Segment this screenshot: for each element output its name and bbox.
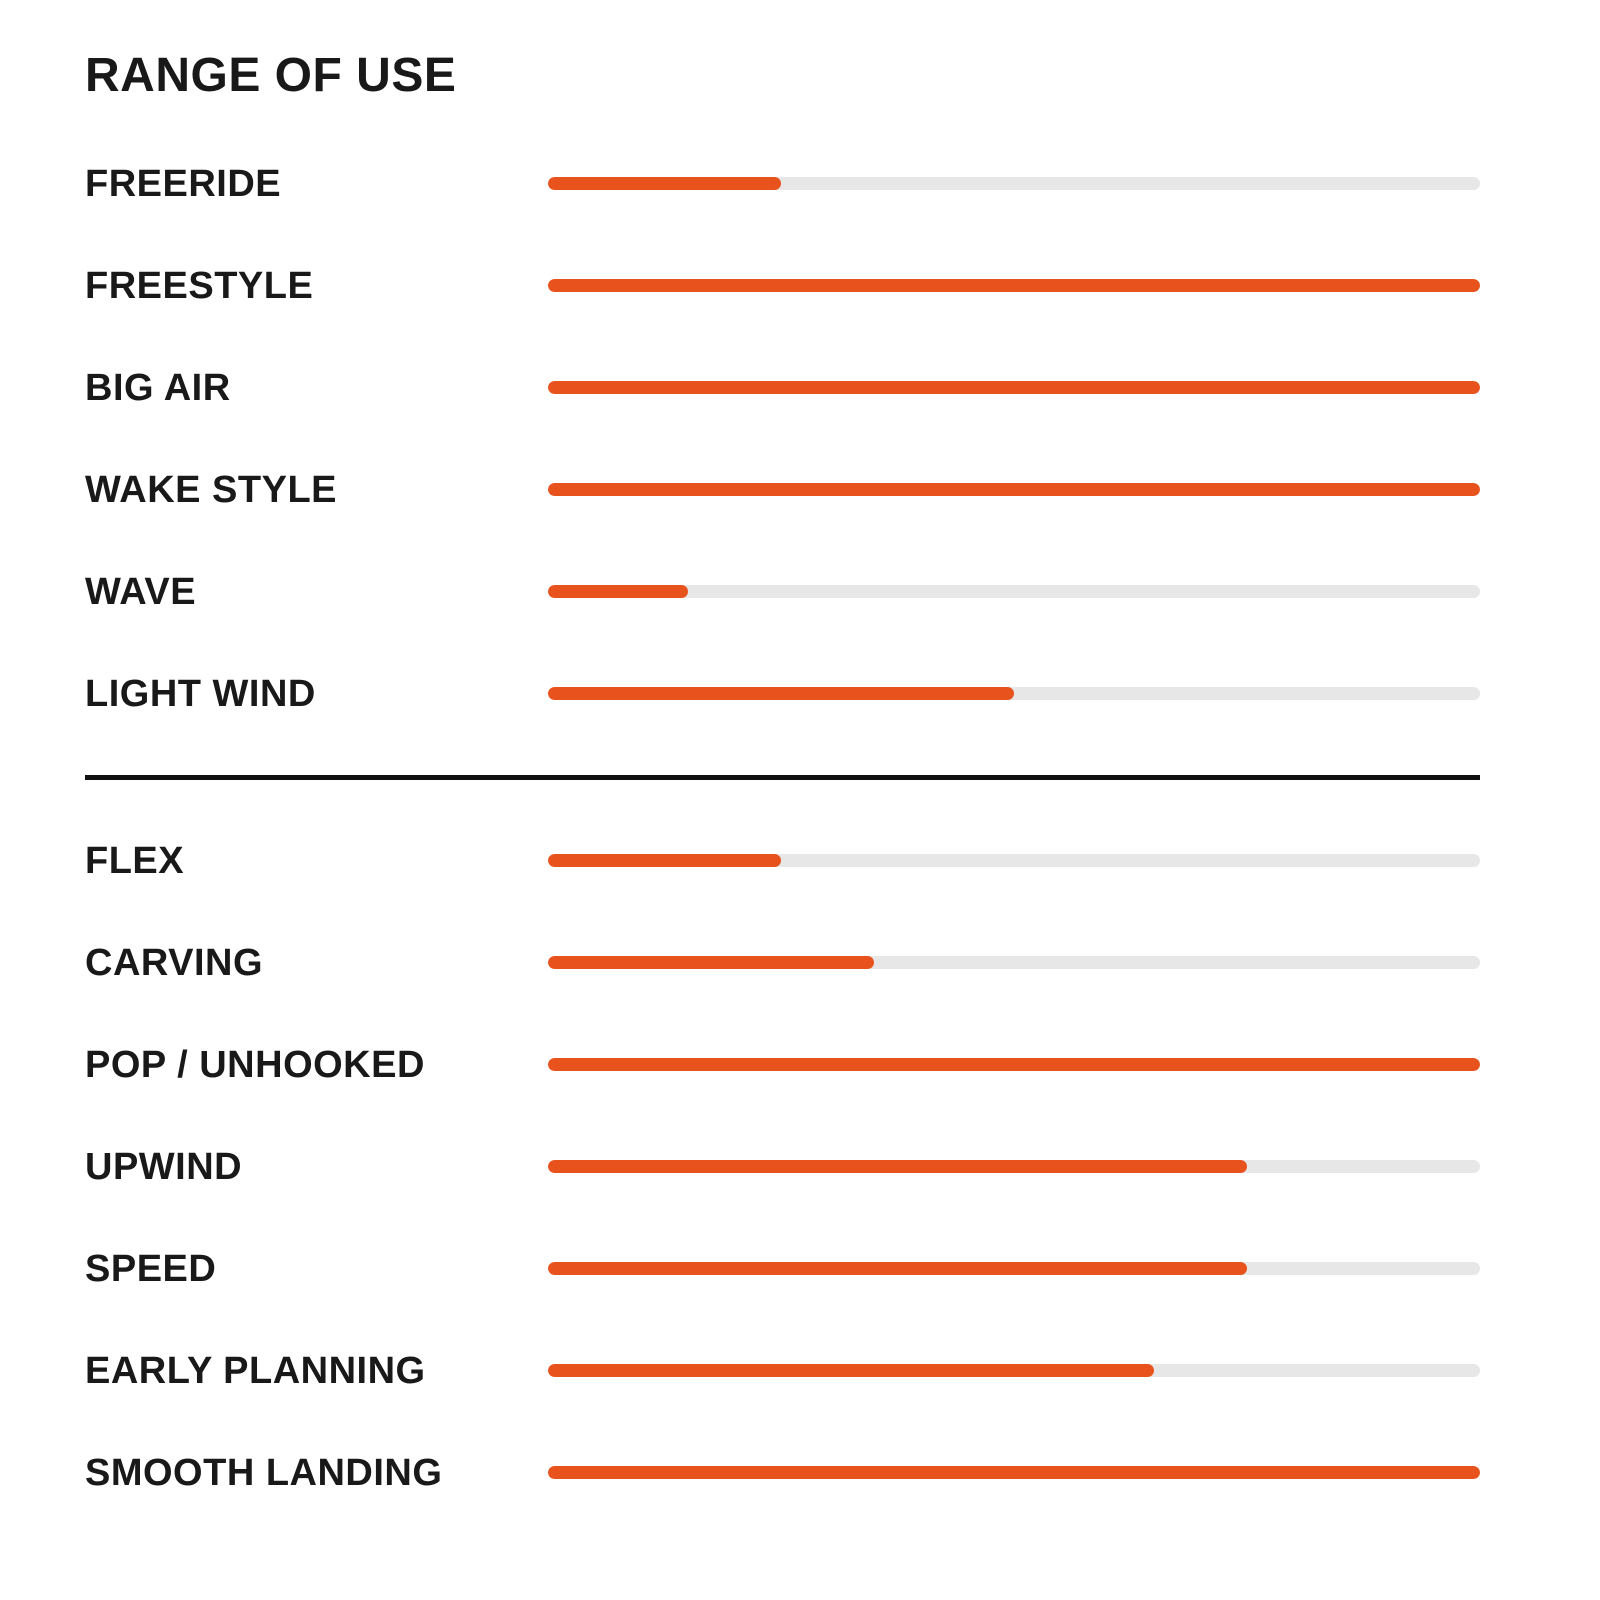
bar-track — [548, 687, 1480, 701]
bar-track — [548, 177, 1480, 191]
chart-row: POP / UNHOOKED — [85, 1014, 1480, 1116]
row-label: FREERIDE — [85, 162, 282, 205]
bar-fill — [548, 956, 875, 970]
chart-row: CARVING — [85, 912, 1480, 1014]
chart-row: SPEED — [85, 1218, 1480, 1320]
row-label: BIG AIR — [85, 366, 231, 409]
bar-fill — [548, 585, 688, 599]
chart-row: FREESTYLE — [85, 235, 1480, 337]
row-label: POP / UNHOOKED — [85, 1043, 425, 1086]
bar-track — [548, 1160, 1480, 1174]
bar-track — [548, 483, 1480, 497]
bar-track — [548, 279, 1480, 293]
row-label: WAVE — [85, 570, 197, 613]
bar-fill — [548, 483, 1480, 497]
bar-fill — [548, 1466, 1480, 1480]
chart-row: LIGHT WIND — [85, 643, 1480, 745]
row-label: LIGHT WIND — [85, 672, 316, 715]
bar-fill — [548, 687, 1014, 701]
chart-row: UPWIND — [85, 1116, 1480, 1218]
chart-row: FREERIDE — [85, 133, 1480, 235]
bar-track — [548, 1262, 1480, 1276]
bar-track — [548, 1466, 1480, 1480]
bar-fill — [548, 1364, 1154, 1378]
row-label: WAKE STYLE — [85, 468, 338, 511]
chart-row: WAKE STYLE — [85, 439, 1480, 541]
bar-fill — [548, 177, 781, 191]
bar-track — [548, 585, 1480, 599]
bar-fill — [548, 854, 781, 868]
bar-track — [548, 1364, 1480, 1378]
page-title: RANGE OF USE — [85, 49, 457, 102]
bar-track — [548, 956, 1480, 970]
bar-track — [548, 381, 1480, 395]
bar-fill — [548, 1262, 1247, 1276]
section-range-of-use: FREERIDE FREESTYLE BIG AIR WAKE STYLE WA… — [85, 133, 1480, 745]
row-label: SMOOTH LANDING — [85, 1451, 443, 1494]
chart-row: FLEX — [85, 810, 1480, 912]
bar-fill — [548, 279, 1480, 293]
bar-fill — [548, 381, 1480, 395]
row-label: CARVING — [85, 941, 264, 984]
bar-fill — [548, 1058, 1480, 1072]
chart-row: SMOOTH LANDING — [85, 1422, 1480, 1524]
chart-row: EARLY PLANNING — [85, 1320, 1480, 1422]
bar-fill — [548, 1160, 1247, 1174]
row-label: FREESTYLE — [85, 264, 314, 307]
bar-track — [548, 854, 1480, 868]
chart-row: WAVE — [85, 541, 1480, 643]
row-label: EARLY PLANNING — [85, 1349, 426, 1392]
section-divider — [85, 774, 1480, 780]
chart-row: BIG AIR — [85, 337, 1480, 439]
bar-track — [548, 1058, 1480, 1072]
row-label: SPEED — [85, 1247, 217, 1290]
row-label: FLEX — [85, 839, 185, 882]
section-performance: FLEX CARVING POP / UNHOOKED UPWIND SPEED… — [85, 810, 1480, 1524]
row-label: UPWIND — [85, 1145, 243, 1188]
